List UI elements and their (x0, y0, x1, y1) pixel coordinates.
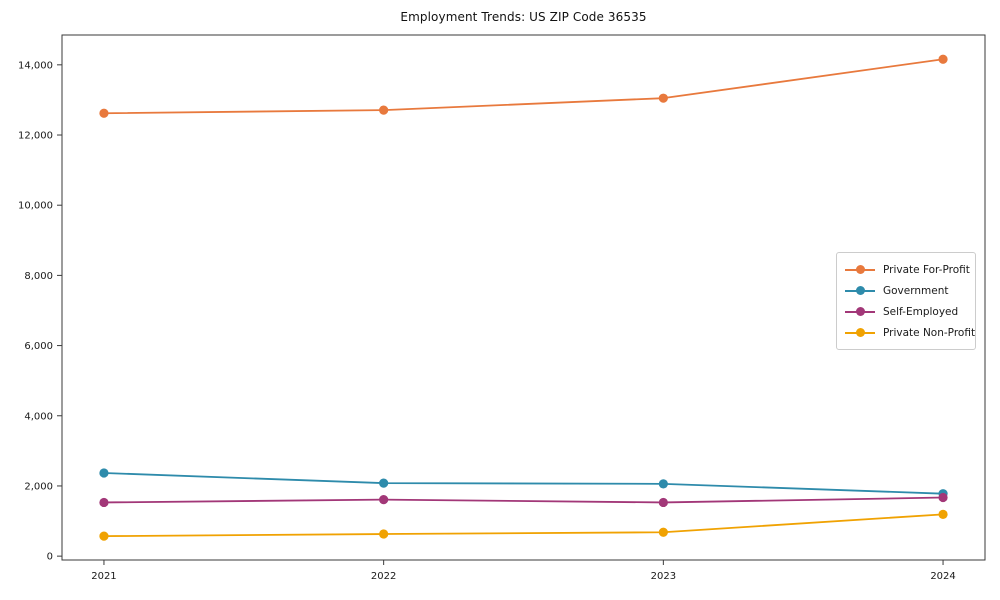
data-point-private-non-profit (938, 509, 948, 519)
data-point-self-employed (938, 492, 948, 503)
y-tick-label: 4,000 (24, 411, 53, 422)
legend: Private For-Profit Government Self-Employe… (836, 252, 976, 350)
y-tick-label: 0 (47, 552, 53, 563)
data-point-government (658, 479, 668, 489)
legend-label-self-employed: Self-Employed (883, 305, 959, 318)
series-line-private-non-profit (103, 513, 944, 538)
data-point-private-non-profit (658, 527, 668, 537)
chart-title: Employment Trends: US ZIP Code 36535 (400, 10, 647, 24)
y-tick-label: 14,000 (18, 60, 53, 71)
data-point-private-for-profit (379, 105, 389, 115)
legend-item-private-non-profit: Private Non-Profit (845, 322, 975, 343)
x-tick-label: 2024 (930, 571, 955, 582)
data-point-private-for-profit (99, 108, 109, 118)
data-point-self-employed (379, 495, 389, 505)
legend-line-marker-icon (845, 286, 875, 295)
series-government (99, 468, 948, 499)
y-tick-label: 12,000 (18, 131, 53, 142)
legend-label-private-for-profit: Private For-Profit (883, 263, 970, 276)
series-line-self-employed (103, 496, 944, 504)
x-tick-label: 2022 (371, 571, 396, 582)
data-point-private-non-profit (99, 531, 109, 541)
data-point-private-non-profit (379, 529, 389, 539)
series-private-for-profit (99, 54, 948, 118)
x-tick-label: 2023 (651, 571, 676, 582)
data-point-government (99, 468, 109, 478)
data-point-self-employed (658, 497, 668, 508)
data-point-government (379, 478, 389, 488)
legend-item-private-for-profit: Private For-Profit (845, 259, 970, 280)
data-point-self-employed (99, 497, 109, 508)
y-tick-label: 2,000 (24, 481, 53, 492)
series-line-government (103, 472, 944, 495)
y-tick-label: 6,000 (24, 341, 53, 352)
legend-line-marker-icon (845, 265, 875, 274)
series-self-employed (99, 492, 948, 508)
series-private-non-profit (99, 509, 948, 541)
y-tick-label: 10,000 (18, 201, 53, 212)
legend-line-marker-icon (845, 307, 875, 316)
legend-label-government: Government (883, 284, 949, 297)
y-tick-label: 8,000 (24, 271, 53, 282)
plot-border (61, 34, 986, 561)
series-line-private-for-profit (103, 58, 944, 115)
legend-line-marker-icon (845, 328, 875, 337)
legend-item-government: Government (845, 280, 967, 301)
data-point-private-for-profit (658, 93, 668, 103)
data-point-private-for-profit (938, 54, 948, 64)
y-axis: 0 2,000 4,000 6,000 8,000 10,000 12,000 14,000 (18, 60, 62, 563)
x-axis: 2021 2022 2023 2024 (91, 560, 956, 582)
legend-item-self-employed: Self-Employed (845, 301, 967, 322)
legend-label-private-non-profit: Private Non-Profit (883, 326, 976, 339)
x-tick-label: 2021 (91, 571, 116, 582)
